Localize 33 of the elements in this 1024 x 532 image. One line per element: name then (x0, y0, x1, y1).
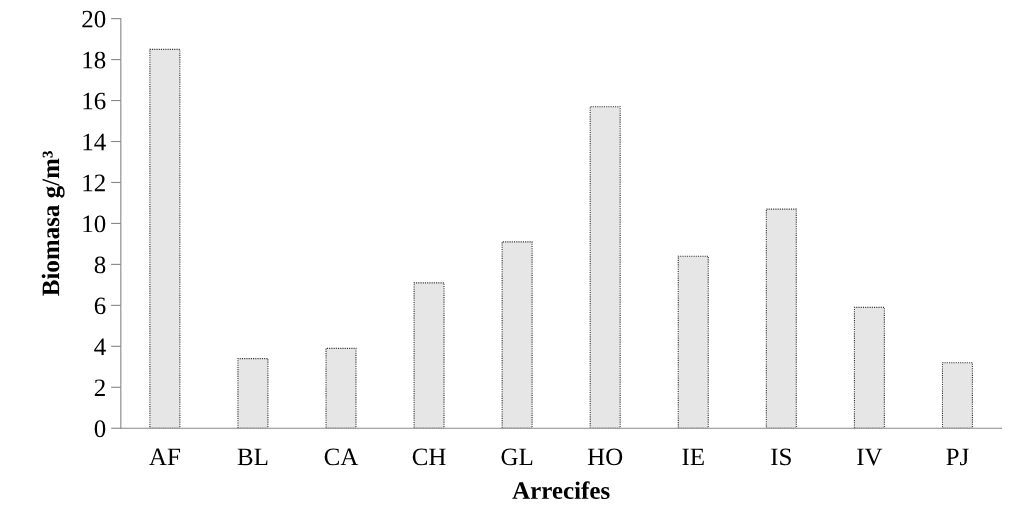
y-tick-label: 18 (83, 51, 106, 69)
y-tick-label: 6 (94, 297, 106, 315)
bar (325, 347, 357, 429)
y-tick-label: 4 (94, 338, 106, 356)
bar (941, 362, 973, 429)
x-tick-label: IS (771, 448, 791, 466)
bar (501, 241, 533, 429)
x-tick-label: AF (149, 448, 180, 466)
y-tick-label: 10 (83, 215, 106, 233)
x-tick-label: IE (682, 448, 704, 466)
bar (589, 106, 621, 429)
bar (149, 48, 181, 429)
y-tick-label: 2 (94, 379, 105, 396)
y-axis-title: Biomasa g/m³ (41, 151, 65, 296)
bar (677, 255, 709, 429)
x-tick-label: HO (587, 448, 623, 466)
x-tick-label: CH (412, 448, 446, 466)
bar (413, 282, 445, 429)
x-tick-label: CA (324, 448, 359, 466)
y-tick-label: 0 (94, 420, 106, 438)
y-tick-label: 20 (82, 10, 106, 28)
y-tick-label: 14 (83, 133, 106, 151)
y-tick-label: 12 (83, 174, 105, 192)
bar (237, 358, 269, 429)
y-tick-label: 16 (83, 92, 106, 110)
bar (765, 208, 797, 429)
y-tick-label: 8 (94, 256, 106, 274)
x-axis-title: Arrecifes (512, 481, 610, 500)
x-tick-label: GL (501, 448, 533, 466)
x-tick-label: IV (857, 448, 883, 466)
x-tick-label: BL (237, 448, 268, 466)
bar (853, 306, 885, 429)
x-tick-label: PJ (946, 448, 969, 466)
